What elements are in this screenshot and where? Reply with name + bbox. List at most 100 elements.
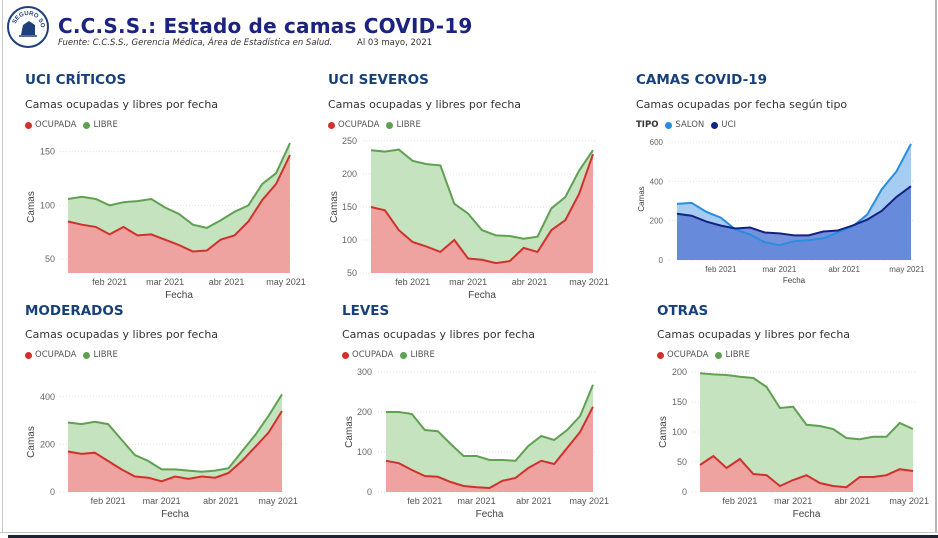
legend-dot-libre bbox=[400, 351, 408, 359]
x-tick-label: abr 2021 bbox=[828, 265, 860, 274]
x-tick-label: may 2021 bbox=[258, 496, 298, 506]
y-tick-label: 100 bbox=[40, 200, 55, 210]
y-tick-label: 200 bbox=[40, 439, 55, 449]
y-tick-label: 200 bbox=[650, 217, 664, 226]
legend-dot-libre bbox=[386, 121, 394, 129]
area-ocupada bbox=[386, 406, 593, 492]
y-tick-label: 100 bbox=[342, 235, 357, 245]
line-libre bbox=[370, 148, 594, 240]
y-tick-label: 300 bbox=[357, 367, 372, 377]
x-tick-label: mar 2021 bbox=[146, 277, 184, 287]
legend-label-ocupada[interactable]: OCUPADA bbox=[338, 120, 380, 130]
y-tick-label: 200 bbox=[672, 367, 687, 377]
y-tick-label: 100 bbox=[357, 447, 372, 457]
legend-label-salon[interactable]: SALON bbox=[675, 120, 705, 130]
area-ocupada bbox=[700, 456, 913, 492]
y-tick-label: 0 bbox=[682, 487, 687, 497]
x-tick-label: mar 2021 bbox=[762, 265, 796, 274]
y-axis-title: Camas bbox=[329, 191, 340, 223]
panel-title-uci-severos: UCI SEVEROS bbox=[328, 72, 429, 88]
chart-legend: OCUPADA LIBRE bbox=[25, 350, 122, 360]
y-tick-label: 200 bbox=[357, 407, 372, 417]
x-tick-label: may 2021 bbox=[569, 277, 609, 287]
line-ocupada bbox=[699, 454, 914, 489]
legend-label-ocupada[interactable]: OCUPADA bbox=[35, 120, 77, 130]
x-tick-label: may 2021 bbox=[266, 277, 306, 287]
chart-subtitle: Camas ocupadas y libres por fecha bbox=[25, 98, 219, 111]
legend-dot-ocupada bbox=[657, 351, 664, 359]
x-tick-label: feb 2021 bbox=[395, 277, 430, 287]
chart-leves: 0 100 200 300 feb 2021 mar 2021 abr 2021 may 20… bbox=[344, 367, 609, 520]
x-tick-label: feb 2021 bbox=[705, 265, 737, 274]
x-tick-label: abr 2021 bbox=[516, 496, 552, 506]
x-tick-label: mar 2021 bbox=[449, 277, 487, 287]
legend-label-libre[interactable]: LIBRE bbox=[93, 350, 118, 360]
legend-label-ocupada[interactable]: OCUPADA bbox=[667, 350, 709, 360]
legend-label-libre[interactable]: LIBRE bbox=[93, 120, 118, 130]
y-tick-label: 50 bbox=[677, 457, 687, 467]
y-tick-label: 150 bbox=[672, 397, 687, 407]
legend-label-libre[interactable]: LIBRE bbox=[396, 120, 421, 130]
x-axis-title: Fecha bbox=[161, 509, 189, 520]
area-ocupada bbox=[68, 155, 290, 273]
line-salon bbox=[676, 143, 912, 247]
x-axis-title: Fecha bbox=[165, 290, 193, 301]
line-ocupada bbox=[67, 410, 283, 483]
line-libre bbox=[386, 384, 594, 462]
chart-moderados: 0 200 400 feb 2021 mar 2021 abr 2021 may 2021 F… bbox=[26, 392, 298, 520]
legend-dot-libre bbox=[715, 351, 723, 359]
x-axis-title: Fecha bbox=[793, 509, 821, 520]
legend-dot-libre bbox=[83, 121, 91, 129]
legend-label-ocupada[interactable]: OCUPADA bbox=[352, 350, 394, 360]
legend-dot-ocupada bbox=[342, 351, 349, 359]
y-axis-title: Camas bbox=[658, 416, 669, 448]
area-uci bbox=[677, 186, 911, 260]
frame-bottom-border bbox=[0, 532, 938, 533]
legend-dot-uci bbox=[711, 121, 719, 129]
x-tick-label: may 2021 bbox=[570, 496, 610, 506]
source-note: Fuente: C.C.S.S., Gerencia Médica, Área … bbox=[58, 38, 333, 48]
chart-legend: OCUPADA LIBRE bbox=[657, 350, 754, 360]
line-ocupada bbox=[67, 154, 291, 253]
panel-title-uci-criticos: UCI CRÍTICOS bbox=[25, 72, 127, 88]
report-date: Al 03 mayo, 2021 bbox=[357, 38, 433, 48]
x-tick-label: abr 2021 bbox=[209, 277, 245, 287]
chart-legend: TIPO SALON UCI bbox=[636, 120, 740, 130]
legend-dot-salon bbox=[665, 121, 673, 129]
line-libre bbox=[699, 372, 914, 441]
area-libre bbox=[68, 394, 282, 492]
panel-title-leves: LEVES bbox=[342, 303, 390, 319]
chart-subtitle: Camas ocupadas y libres por fecha bbox=[25, 328, 219, 341]
line-uci bbox=[676, 185, 912, 237]
x-tick-label: abr 2021 bbox=[512, 277, 548, 287]
frame-left-border bbox=[2, 0, 3, 532]
legend-label-libre[interactable]: LIBRE bbox=[725, 350, 750, 360]
legend-label-libre[interactable]: LIBRE bbox=[410, 350, 435, 360]
chart-camas-covid-19: 0 200 400 600 feb 2021 mar 2021 abr 2021 may 20… bbox=[637, 138, 925, 285]
y-tick-label: 50 bbox=[347, 268, 357, 278]
legend-label-uci[interactable]: UCI bbox=[721, 120, 736, 130]
line-ocupada bbox=[370, 153, 594, 265]
x-tick-label: feb 2021 bbox=[722, 496, 757, 506]
y-tick-label: 100 bbox=[672, 427, 687, 437]
ccss-logo: SEGURO SOCIAL bbox=[7, 6, 49, 48]
chart-legend: OCUPADA LIBRE bbox=[342, 350, 439, 360]
x-tick-label: abr 2021 bbox=[203, 496, 239, 506]
y-tick-label: 400 bbox=[650, 177, 664, 186]
logo-emblem-icon: SEGURO SOCIAL bbox=[9, 8, 45, 37]
y-tick-label: 250 bbox=[342, 136, 357, 146]
panel-title-camas-covid-19: CAMAS COVID-19 bbox=[636, 72, 767, 88]
y-tick-label: 150 bbox=[342, 202, 357, 212]
y-axis-title: Camas bbox=[344, 416, 355, 448]
x-tick-label: mar 2021 bbox=[774, 496, 812, 506]
chart-subtitle: Camas ocupadas y libres por fecha bbox=[328, 98, 522, 111]
taskbar-strip bbox=[8, 535, 938, 538]
legend-label-ocupada[interactable]: OCUPADA bbox=[35, 350, 77, 360]
chart-uci-severos: 50 100 150 200 250 feb 2021 mar 2021 abr 2021 ma… bbox=[329, 136, 609, 301]
y-axis-title: Camas bbox=[637, 186, 646, 211]
x-tick-label: may 2021 bbox=[889, 265, 925, 274]
x-tick-label: may 2021 bbox=[889, 496, 929, 506]
panel-title-moderados: MODERADOS bbox=[25, 303, 124, 319]
x-axis-title: Fecha bbox=[468, 290, 496, 301]
